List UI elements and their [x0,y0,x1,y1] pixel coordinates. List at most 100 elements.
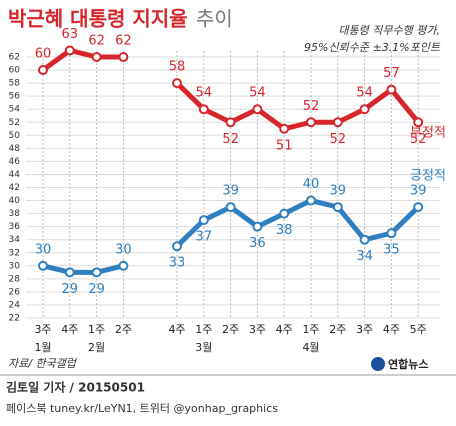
y-tick-label: 38 [9,209,21,219]
legend-label: 부정적 [410,126,446,141]
point [64,45,75,56]
y-tick-label: 32 [9,248,20,258]
value-label: 63 [62,27,79,42]
point [118,260,129,271]
point [38,260,48,271]
chart-title: 박근혜 대통령 지지율 [8,7,188,31]
x-tick-label: 3주 [356,323,373,336]
y-tick-label: 42 [9,183,20,193]
x-tick-label: 1주 [302,323,319,336]
subtitle: 95%신뢰수준 ±3.1%포인트 [304,41,441,54]
point [172,78,182,89]
x-tick-label: 2주 [329,323,346,336]
value-label: 35 [383,243,400,258]
y-tick-label: 40 [9,196,21,206]
x-tick-label: 1주 [195,323,212,336]
chart-title-suffix: 추이 [196,7,233,31]
point [172,241,182,252]
point [359,234,370,245]
x-group-label: 3월 [195,341,212,354]
point [279,123,290,134]
value-label: 57 [383,66,400,81]
value-label: 37 [196,230,213,245]
point [332,117,343,128]
y-tick-label: 52 [9,118,20,128]
value-label: 29 [62,282,79,297]
point [38,65,48,76]
series-line [41,47,421,132]
value-label: 39 [330,184,347,199]
y-tick-label: 34 [9,235,21,245]
value-label: 38 [276,223,293,238]
logo-icon [371,357,385,371]
point [198,104,209,115]
y-tick-label: 46 [9,157,21,167]
value-label: 60 [35,47,52,62]
value-label: 58 [169,60,186,75]
value-label: 39 [410,184,427,199]
point [64,267,75,278]
y-tick-label: 36 [9,222,21,232]
point [91,52,102,62]
byline: 김토일 기자 / 20150501 [6,380,145,395]
value-label: 33 [169,256,186,271]
point [118,52,129,62]
y-tick-label: 30 [9,261,21,271]
x-tick-label: 2주 [115,323,132,336]
x-tick-label: 4주 [383,323,400,336]
value-label: 54 [356,86,373,101]
point [198,215,209,226]
x-tick-label: 4주 [276,323,293,336]
x-tick-label: 5주 [410,323,427,336]
logo: 연합뉴스 [388,357,428,371]
point [279,208,290,219]
value-label: 34 [356,249,373,264]
y-tick-label: 60 [9,66,21,76]
value-label: 52 [222,132,239,147]
value-label: 54 [249,86,266,101]
x-tick-label: 2주 [222,323,239,336]
value-label: 52 [410,132,427,147]
point [359,104,370,115]
value-label: 52 [303,99,320,114]
x-tick-label: 4주 [61,323,78,336]
point [332,202,343,213]
y-tick-label: 44 [9,170,21,180]
y-tick-label: 48 [9,144,21,154]
x-tick-label: 3주 [34,323,51,336]
point [386,84,397,95]
y-tick-label: 22 [9,314,20,324]
value-label: 39 [222,184,239,199]
point [413,202,424,213]
y-tick-label: 24 [9,300,21,310]
point [252,104,263,115]
point [91,267,102,278]
point [306,195,316,206]
value-label: 29 [88,282,105,297]
value-label: 54 [196,86,213,101]
x-tick-label: 1주 [88,323,105,336]
value-label: 62 [88,34,105,49]
subtitle: 대통령 직무수행 평가, [338,24,440,37]
social: 페이스북 tuney.kr/LeYN1, 트위터 @yonhap_graphic… [6,402,278,415]
legend-label: 긍정적 [410,169,446,184]
y-tick-label: 28 [9,274,21,284]
value-label: 51 [276,138,293,153]
y-tick-label: 26 [9,287,21,297]
series-line [42,198,420,275]
y-tick-label: 50 [9,131,21,141]
value-label: 62 [115,34,132,49]
y-tick-label: 56 [9,92,21,102]
x-tick-label: 4주 [168,323,185,336]
value-label: 52 [330,132,347,147]
point [252,221,263,232]
point [225,202,236,213]
x-group-label: 1월 [34,341,51,354]
point [413,117,424,128]
x-group-label: 4월 [302,341,319,354]
x-tick-label: 3주 [249,323,266,336]
point [386,228,397,239]
value-label: 30 [35,242,52,257]
